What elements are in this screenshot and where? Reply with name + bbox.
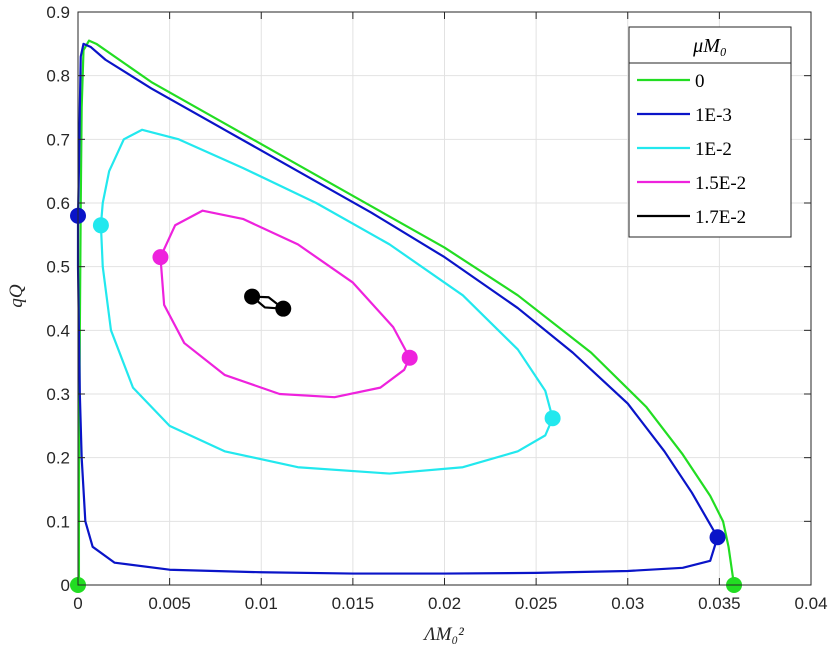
series-marker	[275, 300, 292, 317]
x-tick-label: 0.02	[428, 594, 461, 613]
tick-labels: 0 0.005 0.01 0.015 0.02 0.025 0.03 0.035 0.04 0 0.…	[46, 3, 827, 613]
y-axis-label: qQ	[6, 284, 27, 308]
series-marker	[544, 410, 561, 427]
y-tick-label: 0.3	[46, 385, 70, 404]
series-line	[76, 42, 719, 575]
x-axis-label: ΛM₀²	[422, 624, 464, 645]
legend-label: 0	[695, 71, 705, 92]
x-tick-label: 0	[73, 594, 82, 613]
x-tick-label: 0.03	[611, 594, 644, 613]
x-tick-label: 0.025	[515, 594, 558, 613]
x-tick-label: 0.005	[148, 594, 191, 613]
y-tick-label: 0.7	[46, 130, 70, 149]
y-tick-label: 0.5	[46, 258, 70, 277]
y-tick-label: 0.8	[46, 67, 70, 86]
legend: μM₀ 0 1E-3 1E-2 1.5E-2 1.7E-2	[628, 26, 792, 238]
y-tick-label: 0.2	[46, 449, 70, 468]
series-marker	[709, 529, 726, 546]
series-marker	[152, 249, 169, 266]
y-tick-label: 0.9	[46, 3, 70, 22]
legend-label: 1E-2	[695, 139, 732, 160]
legend-label: 1E-3	[695, 105, 732, 126]
legend-box	[628, 26, 792, 238]
legend-items: 0 1E-3 1E-2 1.5E-2 1.7E-2	[637, 71, 746, 228]
legend-title: μM₀	[692, 35, 727, 57]
series-marker	[401, 349, 418, 366]
x-tick-label: 0.04	[794, 594, 827, 613]
y-tick-label: 0.6	[46, 194, 70, 213]
x-tick-label: 0.01	[245, 594, 278, 613]
legend-label: 1.7E-2	[695, 207, 746, 228]
ticks	[77, 11, 812, 586]
x-tick-label: 0.035	[698, 594, 741, 613]
y-tick-label: 0	[61, 576, 70, 595]
legend-label: 1.5E-2	[695, 173, 746, 194]
series-marker	[92, 217, 109, 234]
series-line	[99, 128, 554, 475]
series-marker	[244, 288, 261, 305]
series-group	[70, 39, 743, 593]
x-tick-label: 0.015	[332, 594, 375, 613]
y-tick-label: 0.4	[46, 321, 70, 340]
y-tick-label: 0.1	[46, 512, 70, 531]
grid	[78, 12, 811, 585]
series-line	[77, 39, 736, 587]
